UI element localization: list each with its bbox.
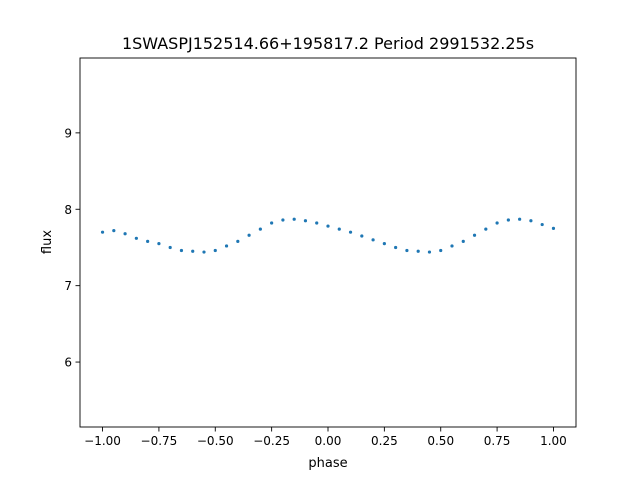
data-point (202, 250, 206, 254)
data-point (495, 221, 499, 225)
x-axis: −1.00 −0.75 −0.50 −0.25 0.00 0.25 0.50 0.75 1.00 (84, 427, 567, 448)
x-tick-label: 0.75 (484, 434, 511, 448)
data-point (461, 239, 465, 243)
data-point (506, 218, 510, 222)
data-point (371, 238, 375, 242)
data-point (292, 217, 296, 221)
data-point (472, 233, 477, 237)
x-tick-label: 0.25 (371, 434, 398, 448)
data-point (416, 249, 420, 253)
data-point (270, 221, 274, 225)
data-point (281, 218, 285, 222)
data-point (191, 249, 195, 253)
x-tick-label: 0.00 (315, 434, 342, 448)
data-point (540, 222, 544, 227)
data-point (551, 226, 556, 230)
y-tick-label: 9 (64, 126, 72, 140)
y-axis: 6 7 8 9 (64, 126, 80, 370)
data-point (134, 236, 138, 240)
data-point (315, 221, 319, 225)
data-point (360, 234, 364, 238)
y-tick-label: 6 (64, 356, 72, 370)
x-tick-label: 1.00 (540, 434, 567, 448)
data-point (247, 233, 251, 237)
x-tick-label: 0.50 (427, 434, 454, 448)
data-point (168, 245, 172, 250)
data-point (450, 244, 454, 248)
y-tick-label: 8 (64, 203, 72, 217)
data-point (236, 239, 240, 243)
data-point (326, 224, 330, 228)
data-point (112, 229, 116, 233)
data-point (427, 250, 432, 254)
data-point (157, 242, 161, 246)
data-point (348, 230, 353, 234)
y-tick-label: 7 (64, 279, 72, 293)
data-point (224, 244, 229, 248)
data-point (303, 219, 308, 223)
data-point (439, 248, 443, 253)
x-tick-label: −0.50 (197, 434, 234, 448)
x-axis-label: phase (308, 456, 347, 471)
data-point (337, 227, 341, 231)
data-point (382, 242, 386, 246)
data-point (179, 248, 184, 253)
data-point (405, 248, 409, 253)
data-point (258, 227, 262, 231)
data-point (484, 227, 488, 231)
x-tick-label: −1.00 (84, 434, 121, 448)
data-point (394, 245, 398, 250)
y-axis-label: flux (40, 230, 55, 254)
data-point (123, 232, 127, 236)
data-point (146, 239, 150, 243)
data-point (529, 219, 533, 223)
data-point (100, 230, 105, 234)
data-point (213, 248, 217, 253)
chart-title: 1SWASPJ152514.66+195817.2 Period 2991532… (122, 34, 534, 53)
x-tick-label: −0.25 (253, 434, 290, 448)
data-points (100, 217, 556, 254)
x-tick-label: −0.75 (141, 434, 178, 448)
data-point (518, 217, 522, 221)
